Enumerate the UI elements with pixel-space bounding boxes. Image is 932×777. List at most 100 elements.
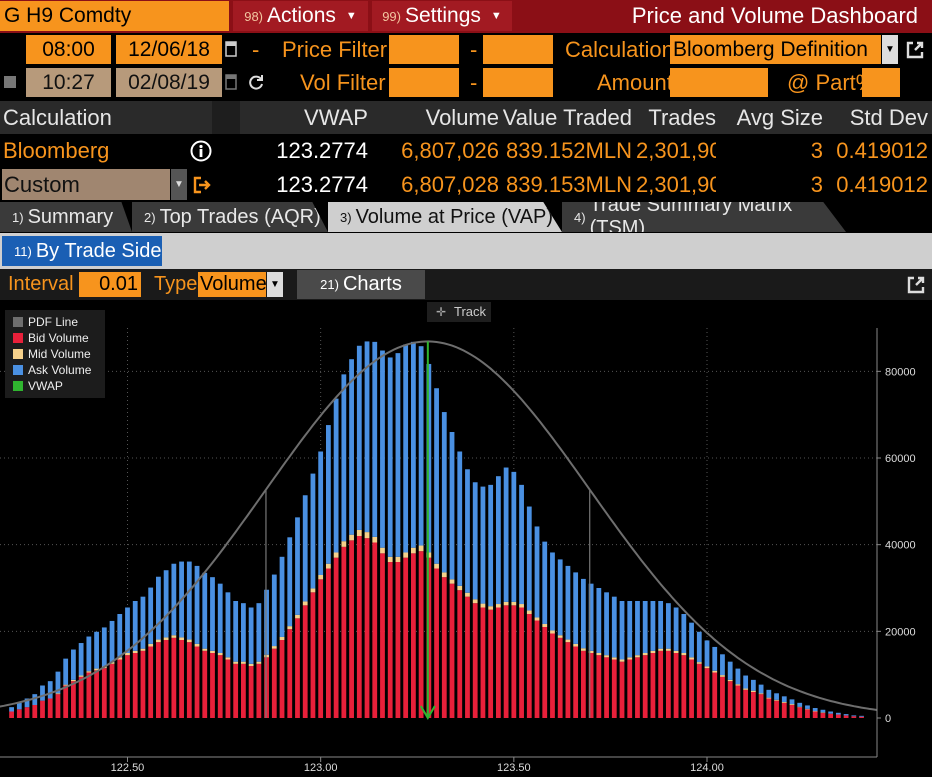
legend-swatch [13, 365, 23, 375]
bid-volume-bar [40, 700, 45, 718]
info-icon[interactable] [190, 139, 214, 163]
track-button[interactable]: ✛ Track [427, 302, 491, 322]
charts-button[interactable]: 21) Charts [297, 270, 425, 299]
mid-volume-bar [472, 599, 478, 604]
bid-volume-bar [410, 553, 416, 718]
mid-volume-bar [526, 610, 532, 614]
vol-filter-max-input[interactable] [483, 68, 553, 97]
ask-volume-bar [743, 675, 749, 689]
ask-volume-bar [210, 577, 215, 651]
interval-input[interactable]: 0.01 [79, 272, 141, 297]
ask-volume-bar [225, 592, 231, 658]
mid-volume-bar [457, 585, 463, 591]
volume-at-price-chart[interactable]: 0 20000 40000 60000 80000 122.50 123.00 123.50… [0, 300, 932, 777]
std-dev-cell: 0.419012 [827, 134, 928, 168]
end-time-input[interactable]: 10:27 [26, 68, 111, 97]
popout-icon[interactable] [905, 39, 927, 61]
mid-volume-bar [495, 604, 501, 608]
bid-volume-bar [426, 557, 432, 718]
tab-bar: 1) Summary 2) Top Trades (AQR) 3) Volume at… [0, 202, 932, 233]
price-filter-min-input[interactable] [389, 35, 459, 64]
type-dropdown-button[interactable]: ▼ [267, 272, 283, 297]
chevron-down-icon: ▼ [270, 279, 280, 290]
calculation-dropdown-button[interactable]: ▼ [882, 35, 898, 64]
vol-filter-min-input[interactable] [389, 68, 459, 97]
participation-input[interactable] [862, 68, 900, 97]
tab-volume-at-price[interactable]: 3) Volume at Price (VAP) [328, 202, 562, 232]
mid-volume-bar [287, 626, 293, 630]
col-avg-size-text: Avg Size [736, 104, 823, 130]
interval-value-text: 0.01 [99, 273, 138, 295]
ticker-field[interactable]: G H9 Comdty [0, 1, 229, 31]
tab-summary[interactable]: 1) Summary [0, 202, 132, 232]
bid-volume-bar [665, 650, 671, 718]
actions-menu-button[interactable]: 98) Actions ▼ [233, 1, 368, 31]
ask-volume-bar [24, 698, 30, 708]
bid-volume-bar [534, 620, 540, 718]
price-filter-label: Price Filter [282, 35, 387, 64]
row-name-text: Custom [4, 171, 80, 197]
row-name: Bloomberg [3, 134, 109, 168]
end-date-input[interactable]: 02/08/19 [116, 68, 222, 97]
trades-cell: 2,301,907 [636, 168, 716, 202]
bid-volume-bar [457, 590, 463, 718]
calculation-label-text: Calculation [565, 36, 674, 62]
mid-volume-bar [333, 552, 339, 558]
tab-key: 3) [340, 209, 352, 225]
calculation-select[interactable]: Bloomberg Definition [670, 35, 881, 64]
type-select[interactable]: Volume [198, 272, 266, 297]
ask-volume-bar [534, 526, 540, 618]
vol-filter-dash: - [470, 68, 477, 97]
custom-calc-select[interactable]: Custom [2, 169, 170, 200]
ask-volume-bar [480, 486, 486, 604]
settings-menu-button[interactable]: 99) Settings ▼ [372, 1, 512, 31]
price-filter-max-input[interactable] [483, 35, 553, 64]
ask-volume-bar [248, 607, 254, 664]
custom-calc-dropdown-button[interactable]: ▼ [171, 169, 187, 200]
ask-volume-bar [580, 578, 586, 649]
calendar-icon[interactable] [225, 72, 239, 92]
legend-label: Mid Volume [28, 347, 91, 361]
bid-volume-bar [202, 650, 208, 718]
amount-input[interactable] [670, 68, 768, 97]
ask-volume-bar [194, 565, 200, 644]
legend-label: PDF Line [28, 315, 78, 329]
ask-volume-bar [542, 541, 548, 624]
ask-volume-bar [619, 601, 625, 660]
ask-volume-bar [781, 696, 787, 702]
mid-volume-bar [588, 650, 594, 653]
ask-volume-bar [279, 556, 285, 637]
ask-volume-bar [132, 601, 138, 651]
chart-popout-icon[interactable] [906, 274, 928, 296]
value-traded-text: 839.152MLN [506, 138, 632, 163]
start-date-input[interactable]: 12/06/18 [116, 35, 222, 64]
bid-volume-bar [380, 553, 385, 718]
bid-volume-bar [279, 640, 285, 718]
mid-volume-bar [248, 663, 254, 666]
bid-volume-bar [71, 681, 76, 718]
subtab-by-trade-side[interactable]: 11) By Trade Side [2, 236, 162, 266]
start-time-text: 08:00 [42, 37, 95, 61]
ask-volume-bar [32, 694, 38, 705]
tab-trade-summary-matrix[interactable]: 4) Trade Summary Matrix (TSM) [562, 202, 846, 232]
export-icon[interactable] [192, 174, 214, 196]
start-time-input[interactable]: 08:00 [26, 35, 111, 64]
mid-volume-bar [171, 635, 177, 638]
table-row: Custom ▼ 123.2774 6,807,028 839.153MLN 2… [0, 168, 932, 202]
ask-volume-bar [256, 603, 262, 662]
chevron-down-icon: ▼ [345, 10, 357, 22]
bid-volume-bar [519, 607, 524, 718]
mid-volume-bar [349, 534, 354, 541]
bid-volume-bar [750, 692, 756, 718]
tab-top-trades[interactable]: 2) Top Trades (AQR) [132, 202, 328, 232]
mid-volume-bar [488, 606, 494, 610]
dash-text: - [252, 36, 260, 62]
mid-volume-bar [372, 536, 378, 543]
ask-volume-bar [550, 552, 555, 631]
refresh-icon[interactable] [247, 72, 267, 92]
mid-volume-bar [781, 701, 787, 703]
calendar-icon[interactable] [225, 39, 239, 59]
x-axis-ticks: 122.50 123.00 123.50 124.00 [111, 757, 724, 774]
end-time-checkbox[interactable] [4, 76, 16, 88]
tab-label: Summary [27, 205, 114, 228]
